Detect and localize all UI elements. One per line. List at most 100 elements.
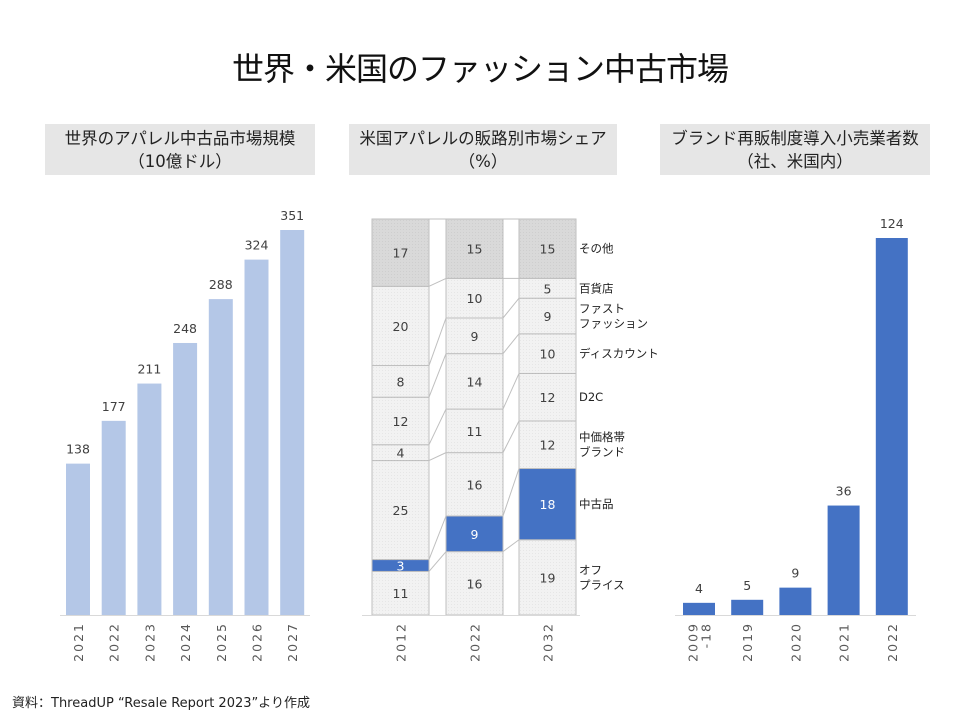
x-tick-label-2026: 2026 (250, 622, 265, 662)
legend-label-オフプライス: プライス (579, 578, 625, 592)
segment-texture (372, 397, 429, 445)
x-tick-label-2019: 2019 (740, 622, 755, 662)
x-tick-label-2027: 2027 (285, 622, 300, 662)
segment-texture (519, 278, 576, 299)
middle-panel-title: 米国アパレルの販路別市場シェア （%） (349, 124, 617, 175)
x-tick-label-2025: 2025 (214, 622, 229, 662)
segment-label-2032-中古品: 18 (540, 497, 556, 512)
legend-label-ファストファッション: ファスト (579, 302, 625, 316)
segment-label-2012-オフプライス: 11 (393, 586, 409, 601)
segment-texture (372, 444, 429, 461)
data-label-2022: 177 (102, 399, 126, 414)
segment-label-2032-中価格帯ブランド: 12 (540, 438, 556, 453)
legend-label-ファストファッション: ファッション (579, 317, 648, 331)
x-tick-label-2022: 2022 (885, 622, 900, 662)
legend-label-中価格帯ブランド: 中価格帯 (579, 430, 625, 444)
bar-2021 (827, 505, 860, 615)
segment-label-2032-ディスカウント: 10 (540, 347, 556, 362)
segment-label-2032-その他: 15 (540, 242, 556, 257)
segment-label-2022-中価格帯ブランド: 16 (467, 477, 483, 492)
segment-texture (446, 452, 503, 516)
connector-line (502, 373, 520, 410)
right-panel-title-line2: （社、米国内） (737, 152, 853, 171)
legend-label-その他: その他 (579, 242, 614, 256)
x-tick-label-2032-line: 2032 (541, 622, 556, 662)
data-label-2023: 211 (137, 362, 161, 377)
segment-label-2012-D2C: 4 (397, 446, 405, 461)
segment-label-2012-中価格帯ブランド: 25 (393, 503, 409, 518)
connector-line (502, 333, 520, 354)
x-tick-label-2023-line: 2023 (142, 622, 157, 662)
x-tick-label-2024-line: 2024 (178, 622, 193, 662)
connector-line (428, 317, 447, 366)
data-label-2025: 288 (209, 277, 233, 292)
data-label-2027: 351 (280, 208, 304, 223)
connector-line (428, 277, 447, 287)
legend-label-百貨店: 百貨店 (579, 281, 614, 295)
segment-texture (446, 278, 503, 318)
x-tick-label-2009-18-line: 2009 (686, 622, 701, 662)
segment-texture (446, 409, 503, 453)
segment-label-2022-オフプライス: 16 (467, 576, 483, 591)
x-tick-label-2012-line: 2012 (394, 622, 409, 662)
left-panel-title-line1: 世界のアパレル中古品市場規模 (64, 129, 296, 148)
right-panel-title: ブランド再販制度導入小売業者数 （社、米国内） (660, 124, 930, 175)
legend-label-中古品: 中古品 (579, 497, 614, 511)
data-label-2019: 5 (743, 578, 751, 593)
x-tick-label-2009-18: 2009-18 (686, 622, 714, 662)
bar-2027 (280, 230, 305, 615)
segment-texture (372, 219, 429, 287)
bar-2024 (173, 342, 198, 615)
x-tick-label-2022-line: 2022 (107, 622, 122, 662)
x-tick-label-2026-line: 2026 (250, 622, 265, 662)
connector-line (502, 420, 520, 453)
page-title: 世界・米国のファッション中古市場 (231, 50, 729, 88)
legend-label-中価格帯ブランド: ブランド (579, 445, 625, 459)
x-tick-label-2027-line: 2027 (285, 622, 300, 662)
segment-texture (372, 365, 429, 398)
x-tick-label-2022: 2022 (468, 622, 483, 662)
x-tick-label-2020-line: 2020 (788, 622, 803, 662)
resale-retailers-chart: 4 2009-18 5 2019 9 2020 36 2021 124 2022 (675, 216, 916, 662)
segment-label-2032-ファストファッション: 9 (544, 309, 552, 324)
x-tick-label-2022: 2022 (107, 622, 122, 662)
x-tick-label-2021-line: 2021 (837, 622, 852, 662)
left-panel-title: 世界のアパレル中古品市場規模 （10億ドル） (45, 124, 315, 175)
bar-2022 (875, 238, 908, 615)
x-tick-label-2024: 2024 (178, 622, 193, 662)
legend-label-オフプライス: オフ (579, 563, 602, 577)
left-panel-title-line2: （10億ドル） (128, 152, 232, 171)
segment-label-2022-ディスカウント: 14 (467, 374, 483, 389)
connector-line (428, 551, 447, 572)
legend-label-D2C: D2C (579, 390, 603, 404)
x-tick-label-2012: 2012 (394, 622, 409, 662)
segment-2032-中古品 (518, 467, 577, 541)
middle-panel-title-line2: （%） (458, 152, 508, 171)
connector-line (502, 468, 520, 517)
source-note: 資料：ThreadUP “Resale Report 2023”より作成 (12, 696, 310, 711)
connector-line (502, 539, 520, 553)
x-tick-label-2020: 2020 (788, 622, 803, 662)
x-tick-label-2021: 2021 (837, 622, 852, 662)
segment-texture (519, 298, 576, 334)
segment-label-2012-中古品: 3 (397, 559, 405, 574)
bar-2019 (731, 599, 764, 615)
data-label-2026: 324 (245, 238, 269, 253)
segment-label-2022-その他: 15 (467, 242, 483, 257)
x-tick-label-2021: 2021 (71, 622, 86, 662)
bar-2020 (779, 587, 812, 615)
segment-texture (446, 318, 503, 354)
bar-2021 (66, 463, 90, 615)
middle-panel-title-line1: 米国アパレルの販路別市場シェア (359, 129, 607, 148)
connector-line (428, 408, 447, 445)
legend-label-ディスカウント: ディスカウント (579, 347, 659, 361)
connector-line (428, 515, 447, 560)
data-label-2021: 138 (66, 442, 90, 457)
x-tick-label-2032: 2032 (541, 622, 556, 662)
bar-2023 (137, 383, 162, 615)
segment-label-2012-その他: 17 (393, 246, 409, 261)
segment-texture (519, 333, 576, 374)
data-label-2009-18: 4 (695, 581, 703, 596)
connector-line (428, 452, 447, 462)
x-tick-label-2009-18-line: -18 (699, 622, 714, 648)
